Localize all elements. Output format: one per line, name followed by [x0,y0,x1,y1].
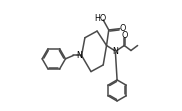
Text: O: O [119,24,125,33]
Text: N: N [112,47,118,56]
Text: N: N [76,51,82,60]
Text: HO: HO [94,14,106,23]
Text: O: O [121,31,128,40]
